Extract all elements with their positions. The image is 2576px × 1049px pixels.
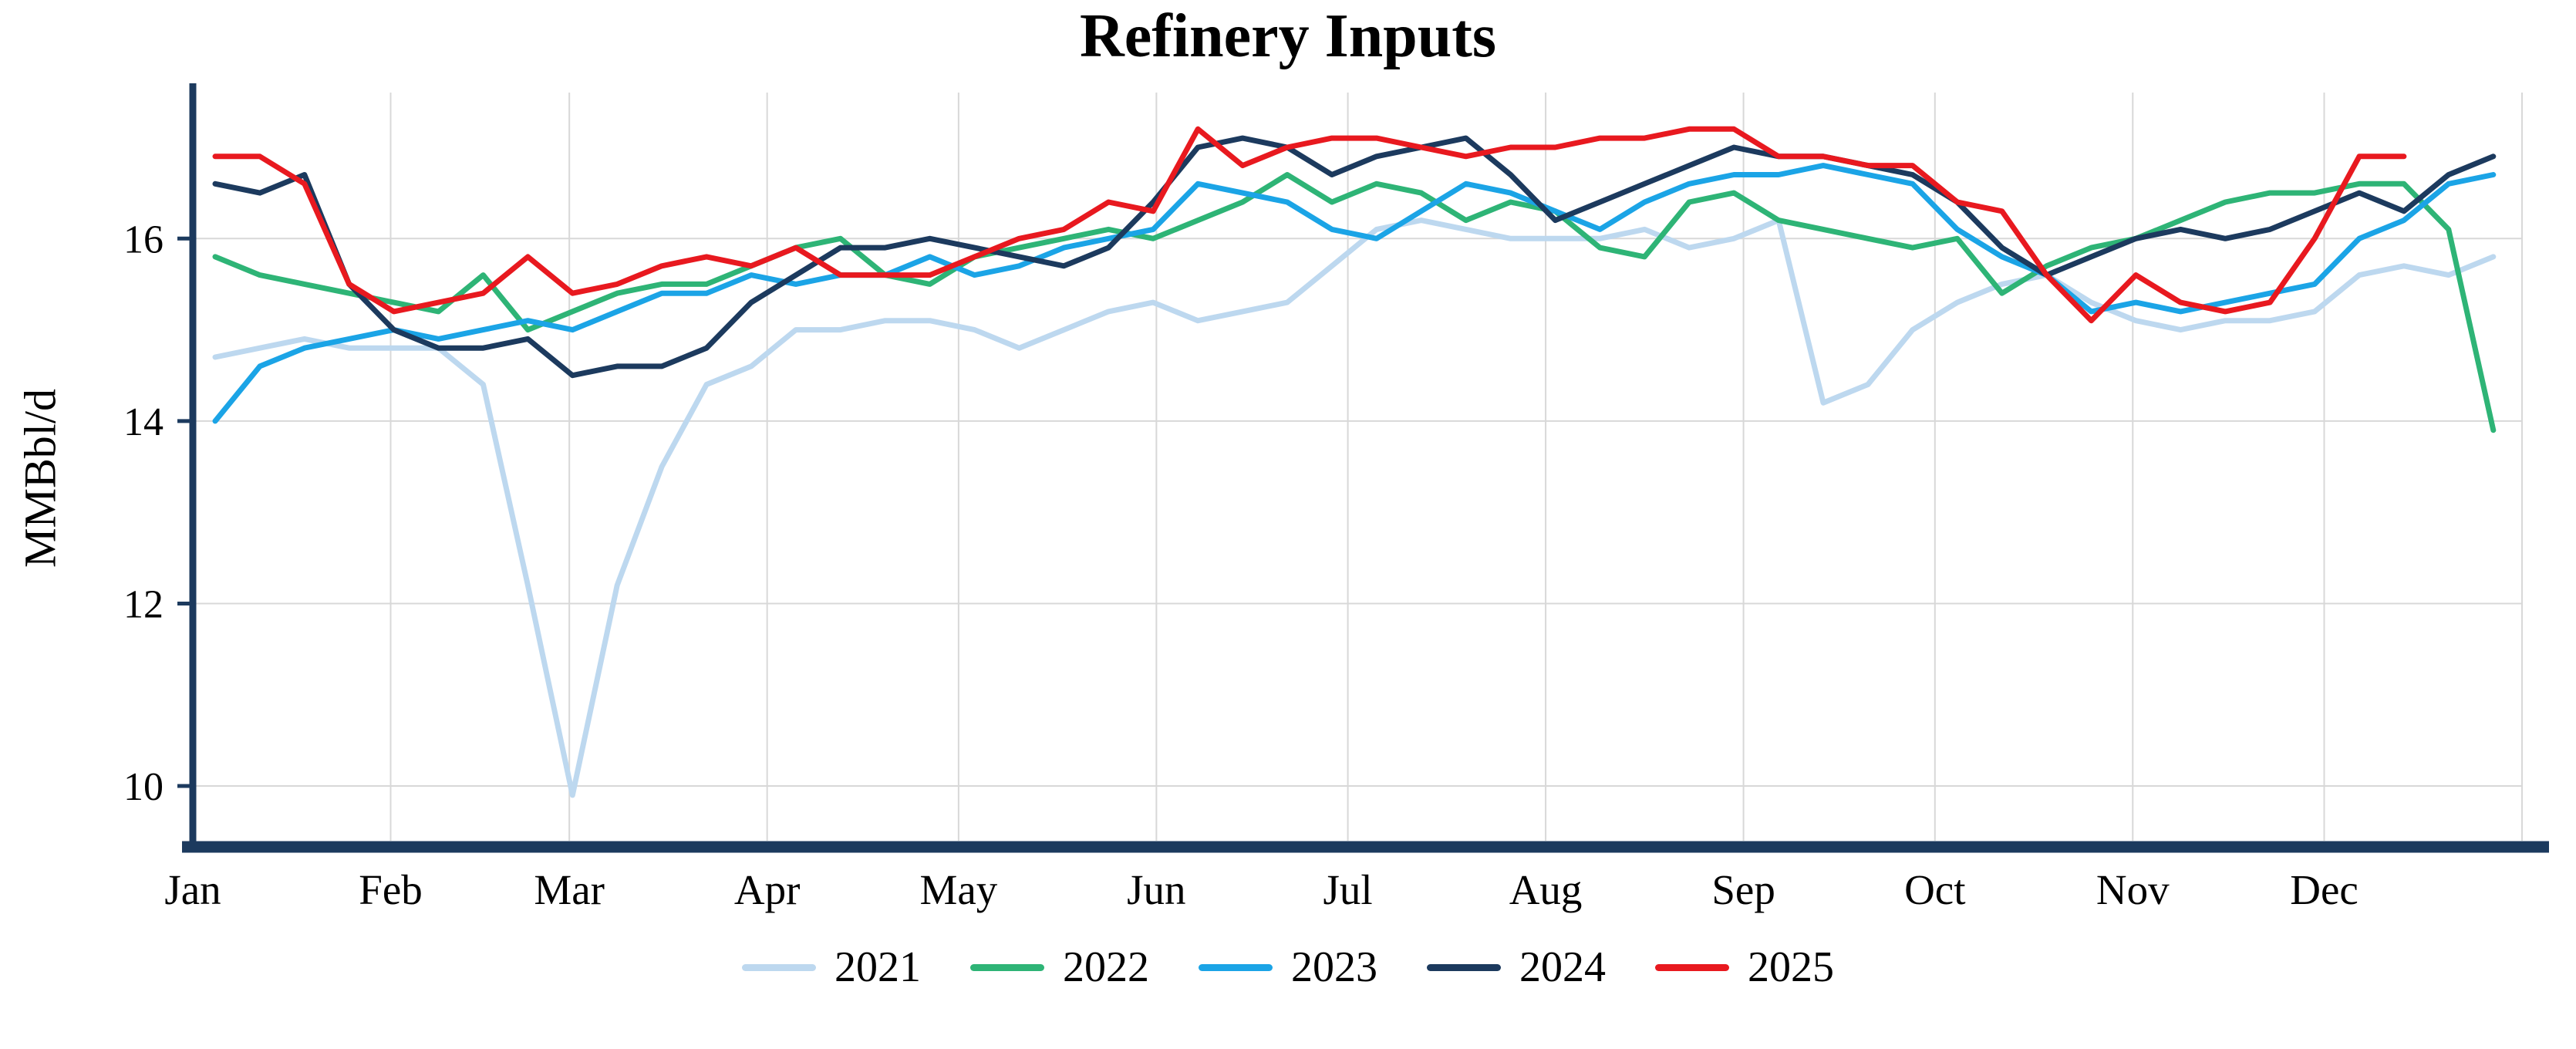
legend-item-2022: 2022: [970, 943, 1149, 992]
x-tick-label: Oct: [1904, 866, 1965, 913]
chart-title: Refinery Inputs: [1079, 2, 1497, 70]
x-tick-label: Jan: [164, 866, 221, 913]
legend-swatch-2021: [742, 963, 816, 971]
x-tick-label: Sep: [1711, 866, 1775, 913]
x-tick-label: Feb: [359, 866, 423, 913]
legend-item-2023: 2023: [1199, 943, 1377, 992]
y-tick-label: 10: [123, 765, 164, 809]
legend-swatch-2023: [1199, 963, 1273, 971]
legend-item-2025: 2025: [1655, 943, 1834, 992]
y-tick-label: 16: [123, 218, 164, 261]
series-line-2021: [212, 218, 2497, 798]
x-tick-label: Aug: [1509, 866, 1583, 913]
y-tick-label: 12: [123, 582, 164, 626]
series-line-2025: [212, 126, 2407, 324]
x-tick-label: Dec: [2290, 866, 2359, 913]
x-tick-label: Mar: [534, 866, 605, 913]
chart-legend: 2021 2022 2023 2024 2025: [0, 943, 2576, 992]
x-tick-label: Nov: [2096, 866, 2170, 913]
y-tick-label: 14: [123, 400, 164, 444]
series-line-2024: [212, 135, 2497, 379]
legend-swatch-2025: [1655, 963, 1729, 971]
legend-label-2021: 2021: [835, 943, 921, 991]
x-tick-label: May: [919, 866, 997, 913]
legend-label-2022: 2022: [1063, 943, 1149, 991]
x-tick-label: Jun: [1127, 866, 1185, 913]
series-line-2023: [212, 163, 2497, 424]
x-tick-label: Jul: [1323, 866, 1372, 913]
legend-swatch-2022: [970, 963, 1044, 971]
legend-item-2021: 2021: [742, 943, 921, 992]
legend-label-2023: 2023: [1291, 943, 1377, 991]
x-tick-label: Apr: [734, 866, 801, 913]
legend-label-2025: 2025: [1748, 943, 1834, 991]
line-chart-plot: 10 12 14 16 Jan Feb Mar Apr May Jun Jul Aug Sep Oct No…: [123, 83, 2549, 913]
legend-item-2024: 2024: [1427, 943, 1606, 992]
legend-swatch-2024: [1427, 963, 1501, 971]
legend-label-2024: 2024: [1519, 943, 1606, 991]
series-line-2022: [212, 172, 2497, 433]
